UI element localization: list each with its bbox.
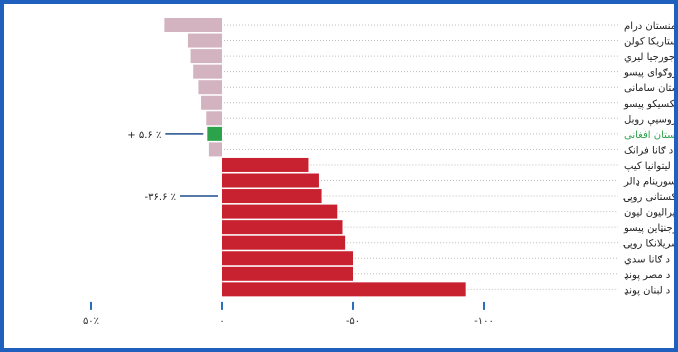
- bar: [222, 204, 338, 219]
- annotation-label: + ۵.۶ ٪: [127, 130, 161, 141]
- x-tick-label: -۵۰: [346, 316, 360, 327]
- category-label: د لبنان پونډ: [624, 285, 670, 296]
- category-label: د ګانا سدي: [624, 254, 670, 265]
- bar: [201, 95, 222, 110]
- bar: [198, 80, 222, 95]
- category-label: د ګانا فرانک: [624, 145, 673, 156]
- bar: [190, 49, 222, 64]
- bar: [222, 235, 346, 250]
- bar: [222, 173, 319, 188]
- bar: [222, 251, 353, 266]
- category-label: د یوروګوای پیسو: [623, 68, 674, 79]
- bar: [222, 282, 466, 297]
- bar: [222, 189, 322, 204]
- category-label: د کوستاریکا کولن: [624, 37, 674, 48]
- bar: [222, 266, 353, 281]
- category-label: د لیتوانیا کیپ: [624, 161, 674, 172]
- bar: [193, 64, 222, 79]
- category-label: د روسیې روبل: [624, 114, 674, 126]
- bar: [207, 126, 222, 141]
- category-label: د جورجیا لیري: [624, 52, 674, 63]
- currency-change-chart: د ارمنستان درام د کوستاریکا کولن د جورجیا …: [83, 18, 678, 327]
- bar: [208, 142, 222, 157]
- x-tick-label: ۵۰٪: [83, 316, 99, 327]
- category-label: د سورینام ډالر: [623, 177, 674, 188]
- category-label: د ارمنستان درام: [624, 21, 674, 32]
- category-label: د مکسیکو پیسو: [623, 99, 674, 110]
- category-label: د ارجنټاین پیسو: [623, 223, 674, 234]
- x-tick-label: ۰: [219, 316, 224, 327]
- category-label: پاکستانی روپۍ: [623, 192, 674, 203]
- category-label: د مصر پونډ: [624, 270, 670, 281]
- bar: [164, 18, 222, 32]
- category-label: د سیرالیون لیون: [624, 208, 674, 219]
- x-tick-label: -۱۰۰: [474, 316, 494, 327]
- category-label: د سریلانکا روپۍ: [623, 239, 674, 250]
- category-label: د افغانستان افغانی: [624, 130, 674, 141]
- annotation-label: -۳۶.۶ ٪: [145, 192, 176, 203]
- bar: [222, 157, 309, 172]
- bar: [187, 33, 222, 48]
- bar: [222, 220, 343, 235]
- bar: [206, 111, 222, 126]
- chart-frame: د ارمنستان درام د کوستاریکا کولن د جورجیا …: [4, 4, 678, 348]
- category-label: د تاجکستان سامانی: [624, 83, 674, 94]
